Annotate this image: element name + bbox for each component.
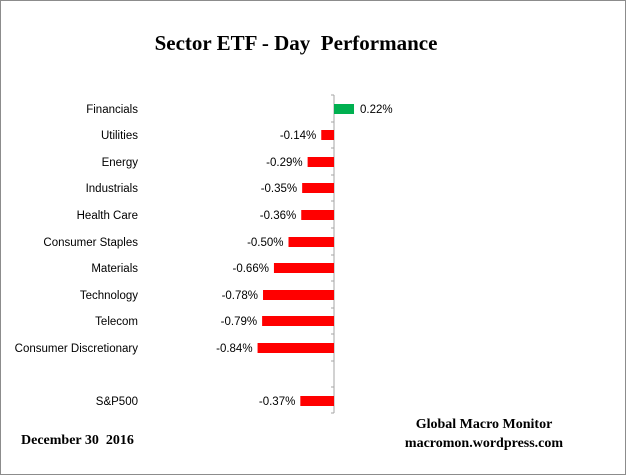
source-url: macromon.wordpress.com bbox=[404, 436, 564, 451]
source-name: Global Macro Monitor bbox=[415, 417, 553, 432]
bar bbox=[257, 343, 334, 353]
bar bbox=[334, 104, 355, 114]
bar bbox=[273, 263, 334, 273]
category-label: Energy bbox=[102, 157, 139, 169]
value-label: -0.29% bbox=[266, 157, 302, 169]
source-credit: Global Macro Monitor macromon.wordpress.… bbox=[396, 415, 572, 453]
category-label: Telecom bbox=[95, 316, 138, 328]
bar bbox=[300, 396, 334, 406]
category-label: Consumer Staples bbox=[43, 237, 138, 249]
value-label: -0.36% bbox=[260, 210, 296, 222]
chart-title: Sector ETF - Day Performance bbox=[154, 31, 438, 55]
category-label: Health Care bbox=[77, 210, 138, 222]
category-label: Consumer Discretionary bbox=[15, 343, 139, 355]
category-label: Materials bbox=[91, 263, 138, 275]
date-label: December 30 2016 bbox=[21, 433, 134, 448]
category-label: Technology bbox=[80, 290, 138, 302]
bar bbox=[302, 183, 334, 193]
bar bbox=[321, 130, 334, 140]
value-label: -0.37% bbox=[259, 396, 295, 408]
value-label: -0.78% bbox=[222, 290, 258, 302]
value-label: -0.79% bbox=[221, 316, 257, 328]
value-label: 0.22% bbox=[360, 104, 393, 116]
value-label: -0.35% bbox=[261, 183, 297, 195]
value-label: -0.14% bbox=[280, 130, 316, 142]
category-label: S&P500 bbox=[96, 396, 138, 408]
value-label: -0.50% bbox=[247, 237, 283, 249]
bar bbox=[262, 316, 334, 326]
category-label: Industrials bbox=[86, 183, 139, 195]
value-label: -0.66% bbox=[233, 263, 269, 275]
category-label: Financials bbox=[86, 104, 138, 116]
bar bbox=[263, 290, 334, 300]
bar bbox=[288, 237, 334, 247]
category-label: Utilities bbox=[101, 130, 138, 142]
bar bbox=[301, 210, 334, 220]
value-label: -0.84% bbox=[216, 343, 252, 355]
bar bbox=[307, 157, 334, 167]
